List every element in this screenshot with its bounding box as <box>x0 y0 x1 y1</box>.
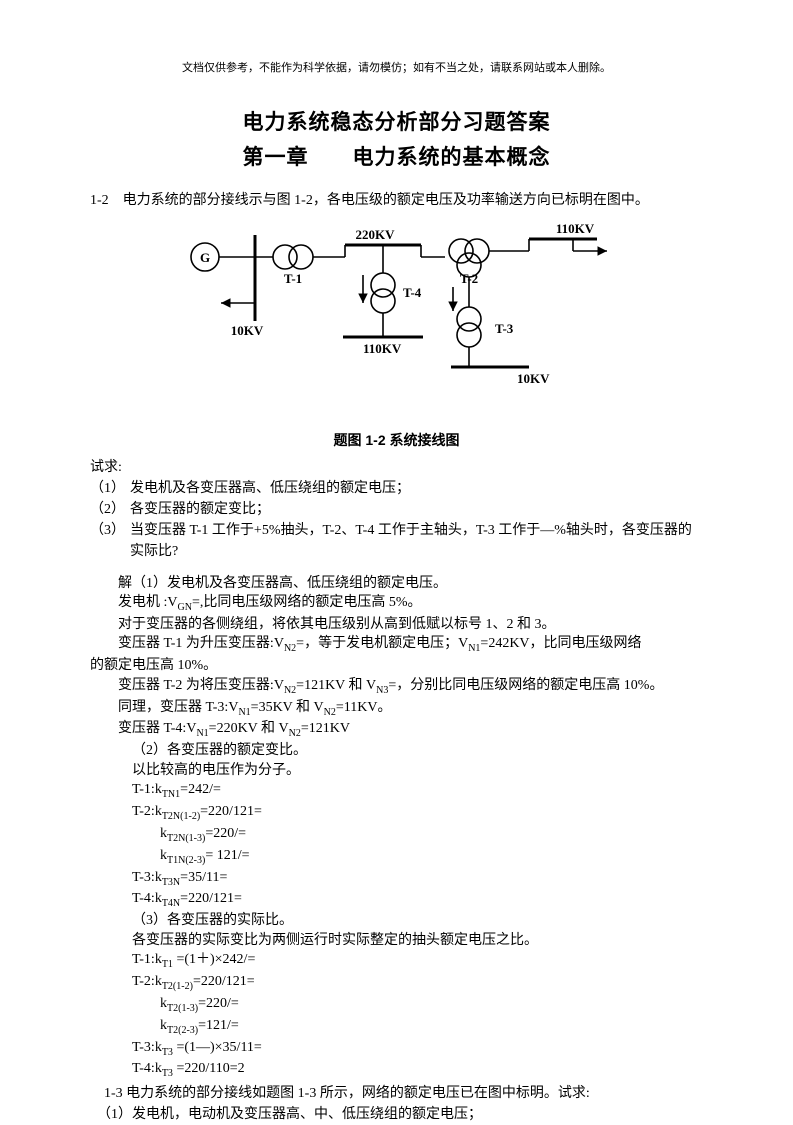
q3-num: （3） <box>90 520 130 562</box>
sol-10: T-1:kTN1=242/= <box>132 780 703 802</box>
sol-11: T-2:kT2N(1-2)=220/121= <box>132 802 703 824</box>
sol-6: 同理，变压器 T-3:VN1=35KV 和 VN2=11KV。 <box>90 698 703 720</box>
q1-num: （1） <box>90 478 130 499</box>
v220: 220KV <box>355 227 395 242</box>
disclaimer: 文档仅供参考，不能作为科学依据，请勿模仿；如有不当之处，请联系网站或本人删除。 <box>90 60 703 77</box>
fig-caption: 题图 1-2 系统接线图 <box>90 430 703 451</box>
sol-17: 各变压器的实际变比为两侧运行时实际整定的抽头额定电压之比。 <box>132 931 703 951</box>
shiqiu: 试求: <box>90 457 703 478</box>
t4-label: T-4 <box>403 285 422 300</box>
sol-3: 对于变压器的各侧绕组，将依其电压级别从高到低赋以标号 1、2 和 3。 <box>90 615 703 635</box>
sol-15: T-4:kT4N=220/121= <box>132 889 703 911</box>
sol-20: kT2(1-3)=220/= <box>160 994 703 1016</box>
sol-16: （3）各变压器的实际比。 <box>132 911 703 931</box>
v10-right: 10KV <box>517 371 550 386</box>
sol-19: T-2:kT2(1-2)=220/121= <box>132 972 703 994</box>
sol-4b: 的额定电压高 10%。 <box>90 656 703 676</box>
sol-8: （2）各变压器的额定变比。 <box>132 741 703 761</box>
sol-9: 以比较高的电压作为分子。 <box>132 761 703 781</box>
sol-1: 解（1）发电机及各变压器高、低压绕组的额定电压。 <box>90 574 703 594</box>
sol-21: kT2(2-3)=121/= <box>160 1016 703 1038</box>
q1-body: 发电机及各变压器高、低压绕组的额定电压； <box>130 478 703 499</box>
sol-2: 发电机 :VGN=,比同电压级网络的额定电压高 5%。 <box>90 593 703 615</box>
q2-body: 各变压器的额定变比； <box>130 499 703 520</box>
sol-23: T-4:kT3 =220/110=2 <box>132 1059 703 1081</box>
v110-bottom: 110KV <box>363 341 402 356</box>
gen-label: G <box>199 250 209 265</box>
problem-1-2-intro: 1-2 电力系统的部分接线示与图 1-2，各电压级的额定电压及功率输送方向已标明… <box>90 190 703 211</box>
diagram-1-2: G 10KV T-1 220KV T-2 110KV T-3 10KV T-4 <box>90 217 703 424</box>
sol-14: T-3:kT3N=35/11= <box>132 868 703 890</box>
p13-1: 1-3 电力系统的部分接线如题图 1-3 所示，网络的额定电压已在图中标明。试求… <box>90 1083 703 1104</box>
sol-18: T-1:kT1 =(1＋)×242/= <box>132 950 703 972</box>
sol-4: 变压器 T-1 为升压变压器:VN2=，等于发电机额定电压；VN1=242KV，… <box>90 634 703 656</box>
v110-right: 110KV <box>555 221 594 236</box>
chapter-title: 第一章 电力系统的基本概念 <box>90 142 703 174</box>
sol-22: T-3:kT3 =(1—)×35/11= <box>132 1038 703 1060</box>
sol-13: kT1N(2-3)= 121/= <box>160 846 703 868</box>
t3-label: T-3 <box>495 321 514 336</box>
q2-num: （2） <box>90 499 130 520</box>
t1-label: T-1 <box>283 271 301 286</box>
main-title: 电力系统稳态分析部分习题答案 <box>90 107 703 139</box>
sol-5: 变压器 T-2 为将压变压器:VN2=121KV 和 VN3=，分别比同电压级网… <box>90 676 703 698</box>
sol-12: kT2N(1-3)=220/= <box>160 824 703 846</box>
q3-body: 当变压器 T-1 工作于+5%抽头，T-2、T-4 工作于主轴头，T-3 工作于… <box>130 520 703 562</box>
sol-7: 变压器 T-4:VN1=220KV 和 VN2=121KV <box>90 719 703 741</box>
v10-left: 10KV <box>230 323 263 338</box>
